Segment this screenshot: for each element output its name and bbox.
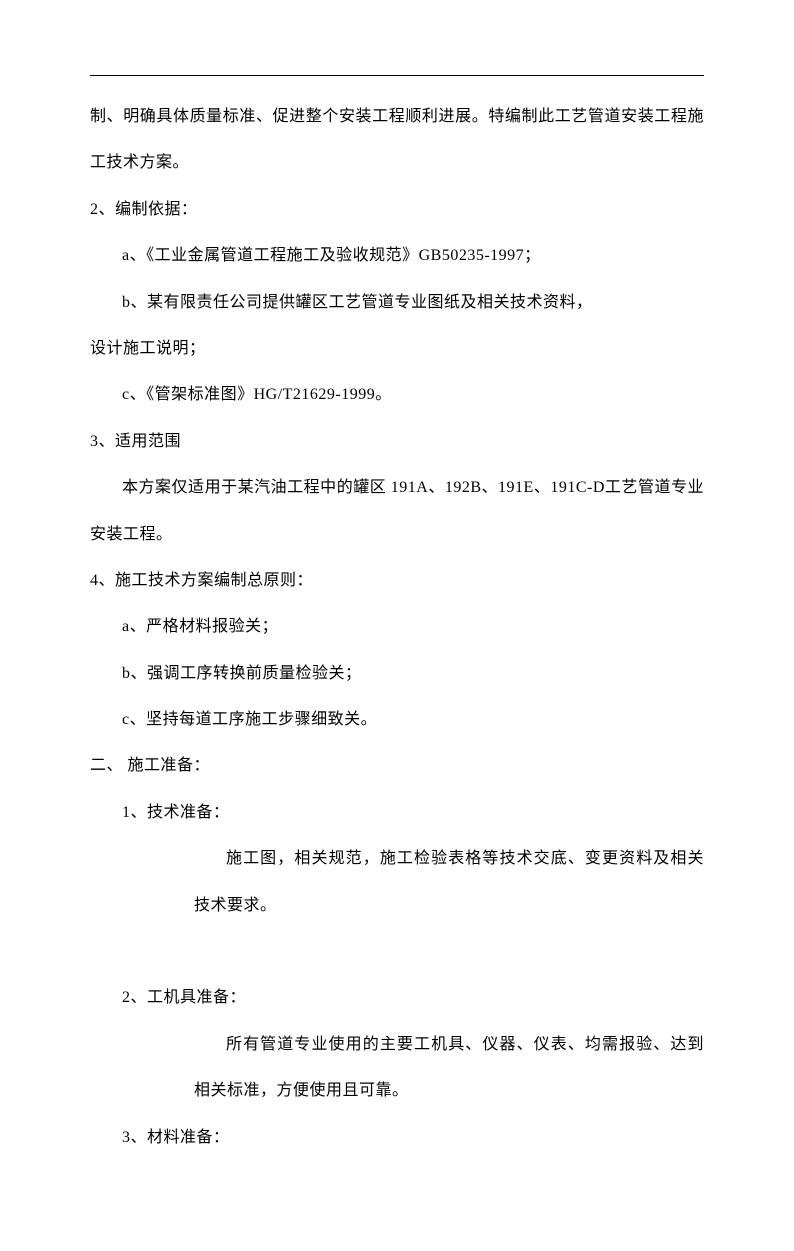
subsection-3-heading: 3、材料准备： (90, 1115, 704, 1161)
section-ii-heading: 二、 施工准备： (90, 743, 704, 789)
item-4c: c、坚持每道工序施工步骤细致关。 (90, 697, 704, 743)
subsection-2-body: 所有管道专业使用的主要工机具、仪器、仪表、均需报验、达到相关标准，方便使用且可靠… (90, 1022, 704, 1115)
paragraph-continuation: 制、明确具体质量标准、促进整个安装工程顺利进展。特编制此工艺管道安装工程施工技术… (90, 94, 704, 187)
item-4b: b、强调工序转换前质量检验关； (90, 651, 704, 697)
item-2a: a、《工业金属管道工程施工及验收规范》GB50235-1997； (90, 233, 704, 279)
top-horizontal-rule (90, 75, 704, 76)
blank-spacer (90, 929, 704, 975)
section-3-heading: 3、适用范围 (90, 419, 704, 465)
item-2b-line1: b、某有限责任公司提供罐区工艺管道专业图纸及相关技术资料， (90, 280, 704, 326)
section-3-body: 本方案仅适用于某汽油工程中的罐区 191A、192B、191E、191C-D工艺… (90, 465, 704, 558)
page-container: 制、明确具体质量标准、促进整个安装工程顺利进展。特编制此工艺管道安装工程施工技术… (0, 0, 794, 1251)
subsection-2-heading: 2、工机具准备： (90, 975, 704, 1021)
section-2-heading: 2、编制依据： (90, 187, 704, 233)
section-4-heading: 4、施工技术方案编制总原则： (90, 558, 704, 604)
item-4a: a、严格材料报验关； (90, 604, 704, 650)
subsection-1-body: 施工图，相关规范，施工检验表格等技术交底、变更资料及相关技术要求。 (90, 836, 704, 929)
subsection-1-heading: 1、技术准备： (90, 790, 704, 836)
item-2c: c、《管架标准图》HG/T21629-1999。 (90, 372, 704, 418)
item-2b-line2: 设计施工说明； (90, 326, 704, 372)
document-body: 制、明确具体质量标准、促进整个安装工程顺利进展。特编制此工艺管道安装工程施工技术… (90, 94, 704, 1161)
